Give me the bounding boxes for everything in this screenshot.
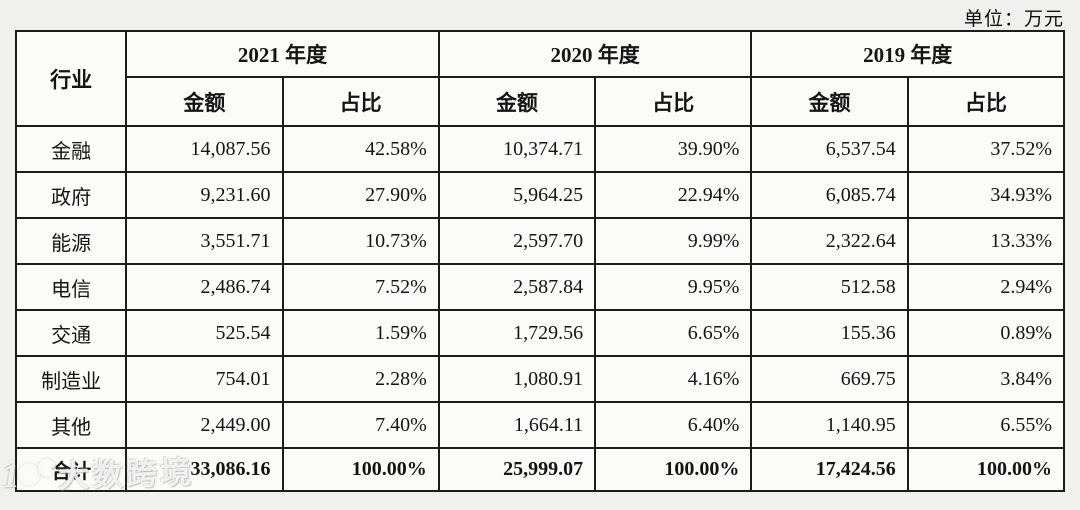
table-row-energy: 能源 3,551.71 10.73% 2,597.70 9.99% 2,322.… (14, 217, 1066, 265)
ratio-cell: 6.55% (906, 401, 1066, 449)
year-2019-header: 2019 年度 (750, 30, 1065, 78)
table-row-government: 政府 9,231.60 27.90% 5,964.25 22.94% 6,085… (14, 171, 1066, 219)
ratio-cell: 0.89% (906, 309, 1066, 357)
amount-cell: 3,551.71 (125, 217, 284, 265)
amount-cell: 1,664.11 (437, 401, 597, 449)
ratio-cell: 27.90% (281, 171, 440, 219)
ratio-header-2021: 占比 (281, 76, 440, 127)
amount-cell: 1,729.56 (437, 309, 597, 357)
amount-cell: 6,085.74 (750, 171, 909, 219)
ratio-cell: 6.40% (594, 401, 753, 449)
amount-cell: 669.75 (750, 355, 909, 403)
ratio-cell: 39.90% (594, 125, 753, 173)
amount-cell: 2,322.64 (750, 217, 909, 265)
ratio-cell: 1.59% (281, 309, 440, 357)
year-2021-header: 2021 年度 (125, 30, 440, 78)
total-ratio-cell: 100.00% (594, 447, 753, 492)
amount-cell: 2,486.74 (125, 263, 284, 311)
ratio-cell: 4.16% (594, 355, 753, 403)
ratio-cell: 34.93% (906, 171, 1066, 219)
ratio-cell: 37.52% (906, 125, 1066, 173)
amount-cell: 525.54 (125, 309, 284, 357)
amount-cell: 14,087.56 (125, 125, 284, 173)
ratio-cell: 6.65% (594, 309, 753, 357)
amount-cell: 1,080.91 (437, 355, 597, 403)
industry-cell: 政府 (14, 171, 128, 219)
ratio-header-2019: 占比 (906, 76, 1066, 127)
ratio-cell: 9.99% (594, 217, 753, 265)
amount-cell: 155.36 (750, 309, 909, 357)
industry-cell: 能源 (14, 217, 128, 265)
amount-cell: 5,964.25 (437, 171, 597, 219)
industry-revenue-table: 行业 2021 年度 2020 年度 2019 年度 金额 占比 金额 占比 金… (14, 30, 1066, 492)
ratio-cell: 7.52% (281, 263, 440, 311)
total-amount-cell: 25,999.07 (437, 447, 597, 492)
industry-cell: 交通 (14, 309, 128, 357)
amount-cell: 754.01 (125, 355, 284, 403)
amount-header-2019: 金额 (750, 76, 909, 127)
ratio-cell: 7.40% (281, 401, 440, 449)
table-row-telecom: 电信 2,486.74 7.52% 2,587.84 9.95% 512.58 … (14, 263, 1066, 311)
ratio-cell: 9.95% (594, 263, 753, 311)
industry-cell: 电信 (14, 263, 128, 311)
table-row-total: 合计 33,086.16 100.00% 25,999.07 100.00% 1… (14, 447, 1066, 492)
industry-cell: 其他 (14, 401, 128, 449)
ratio-cell: 42.58% (281, 125, 440, 173)
amount-header-2020: 金额 (437, 76, 597, 127)
amount-cell: 512.58 (750, 263, 909, 311)
unit-label: 单位：万元 (963, 9, 1064, 30)
table-row-finance: 金融 14,087.56 42.58% 10,374.71 39.90% 6,5… (14, 125, 1066, 173)
amount-cell: 2,449.00 (125, 401, 284, 449)
industry-column-header: 行业 (14, 30, 128, 127)
ratio-cell: 10.73% (281, 217, 440, 265)
ratio-header-2020: 占比 (594, 76, 753, 127)
amount-cell: 9,231.60 (125, 171, 284, 219)
year-2020-header: 2020 年度 (437, 30, 753, 78)
industry-cell: 制造业 (14, 355, 128, 403)
amount-cell: 2,587.84 (437, 263, 597, 311)
ratio-cell: 3.84% (906, 355, 1066, 403)
total-label-cell: 合计 (14, 447, 128, 492)
total-ratio-cell: 100.00% (906, 447, 1066, 492)
amount-cell: 10,374.71 (437, 125, 597, 173)
ratio-cell: 2.28% (281, 355, 440, 403)
ratio-cell: 13.33% (906, 217, 1066, 265)
amount-header-2021: 金额 (125, 76, 284, 127)
total-amount-cell: 33,086.16 (125, 447, 284, 492)
amount-cell: 6,537.54 (750, 125, 909, 173)
amount-cell: 1,140.95 (750, 401, 909, 449)
sub-header-row: 金额 占比 金额 占比 金额 占比 (16, 76, 1066, 127)
industry-cell: 金融 (14, 125, 128, 173)
amount-cell: 2,597.70 (437, 217, 597, 265)
table-row-manufacturing: 制造业 754.01 2.28% 1,080.91 4.16% 669.75 3… (14, 355, 1066, 403)
table-row-transport: 交通 525.54 1.59% 1,729.56 6.65% 155.36 0.… (14, 309, 1066, 357)
ratio-cell: 22.94% (594, 171, 753, 219)
total-ratio-cell: 100.00% (281, 447, 440, 492)
year-header-row: 行业 2021 年度 2020 年度 2019 年度 (14, 30, 1065, 127)
total-amount-cell: 17,424.56 (750, 447, 909, 492)
table-row-other: 其他 2,449.00 7.40% 1,664.11 6.40% 1,140.9… (14, 401, 1066, 449)
ratio-cell: 2.94% (906, 263, 1066, 311)
